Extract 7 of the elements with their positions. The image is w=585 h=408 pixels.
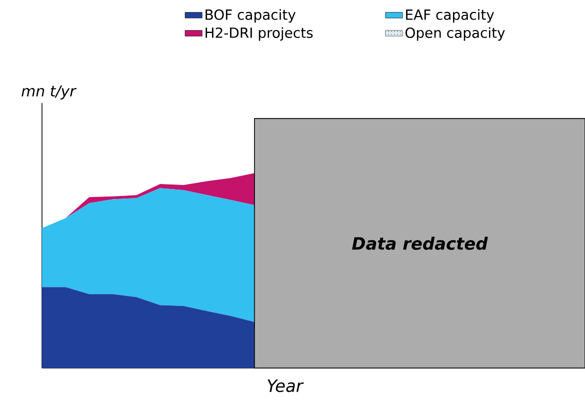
x-axis-title: Year [268,380,304,392]
legend-label: BOF capacity [206,9,296,23]
legend-label: EAF capacity [406,9,494,23]
legend-label: Open capacity [406,27,505,41]
y-axis-title: mn t/yr [22,85,77,100]
annotation: Data redacted [352,236,488,250]
legend-label: H2-DRI projects [206,27,313,41]
